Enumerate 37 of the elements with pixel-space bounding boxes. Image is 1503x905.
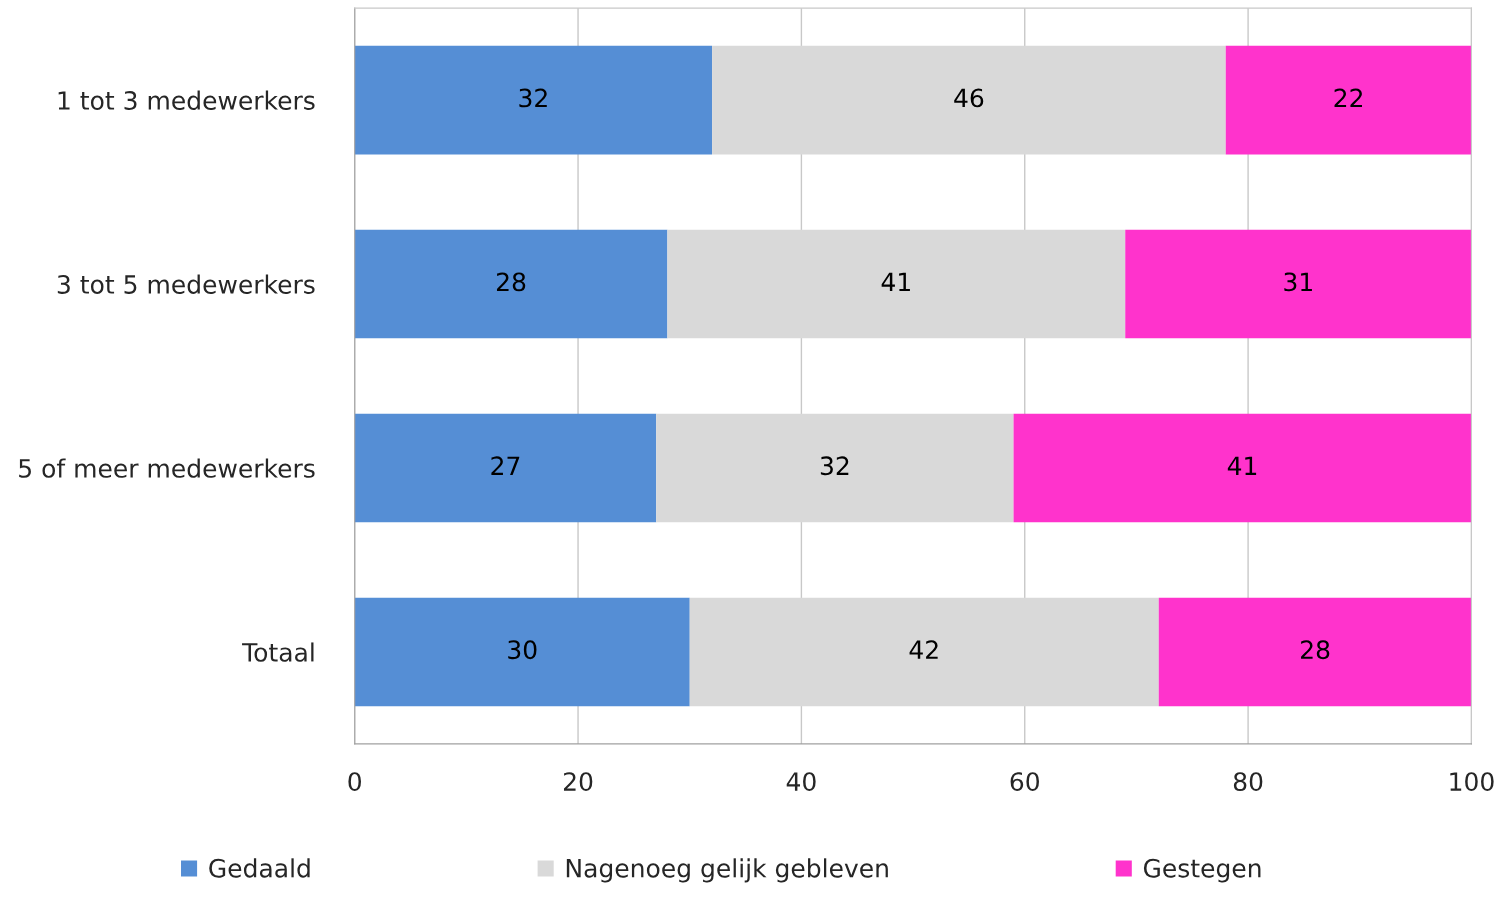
- data-label: 30: [508, 640, 537, 660]
- legend-label: Gestegen: [1143, 858, 1261, 883]
- x-tick-label: 80: [1233, 772, 1263, 792]
- legend-label: Gedaald: [209, 858, 310, 878]
- data-label: 42: [909, 640, 938, 659]
- x-tick-label: 100: [1450, 772, 1494, 792]
- bar: [354, 413, 657, 523]
- data-label: 32: [820, 456, 849, 476]
- data-label: 32: [519, 88, 547, 108]
- data-label: 41: [1227, 456, 1257, 475]
- x-tick-label: 40: [786, 772, 816, 792]
- y-tick-label: Totaal: [242, 642, 314, 662]
- x-tick-label: 60: [1010, 772, 1039, 792]
- y-tick-label: 3 tot 5 medewerkers: [57, 274, 315, 294]
- legend-label: Nagenoeg gelijk gebleven: [566, 858, 888, 883]
- data-label: 28: [496, 272, 526, 292]
- bar: [1158, 597, 1472, 707]
- data-label: 46: [954, 88, 984, 108]
- bar: [1225, 45, 1472, 155]
- x-tick-label: 20: [563, 772, 593, 792]
- data-label: 31: [1284, 272, 1312, 292]
- data-label: 41: [881, 272, 910, 291]
- bar: [667, 229, 1126, 339]
- x-tick-label: 0: [348, 772, 361, 792]
- bar: [354, 229, 668, 339]
- data-label: 27: [491, 456, 520, 475]
- bar: [354, 45, 713, 155]
- bar: [689, 597, 1159, 707]
- bar: [1013, 413, 1472, 523]
- data-label: 22: [1334, 88, 1362, 108]
- bar: [1125, 229, 1472, 339]
- y-tick-label: 1 tot 3 medewerkers: [58, 90, 315, 110]
- y-tick-label: 5 of meer medewerkers: [19, 458, 315, 478]
- bar: [712, 45, 1226, 155]
- bar: [656, 413, 1014, 523]
- data-label: 28: [1301, 640, 1330, 660]
- bar: [354, 597, 690, 707]
